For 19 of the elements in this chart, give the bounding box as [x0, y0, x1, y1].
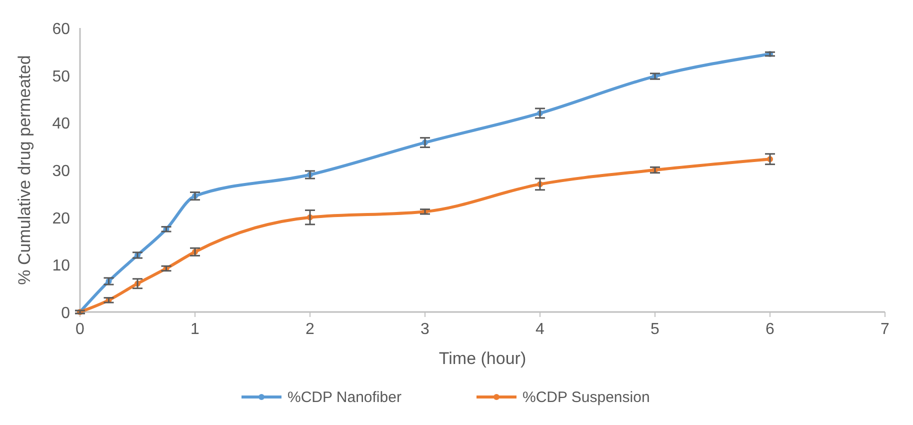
- x-tick-label: 6: [766, 321, 775, 338]
- x-axis-title: Time (hour): [438, 349, 526, 368]
- x-tick-label: 5: [650, 321, 660, 338]
- x-tick-label: 4: [536, 321, 545, 338]
- x-tick-label: 1: [190, 321, 200, 338]
- y-tick-label: 10: [52, 258, 70, 275]
- x-tick-label: 3: [420, 321, 430, 338]
- y-axis-title: % Cumulative drug permeated: [15, 55, 34, 285]
- y-tick-label: 50: [52, 68, 70, 86]
- y-tick-label: 30: [52, 163, 70, 180]
- x-tick-label: 2: [306, 321, 315, 338]
- y-tick-label: 0: [61, 305, 70, 322]
- y-tick-label: 20: [52, 210, 70, 228]
- x-tick-label: 7: [880, 321, 890, 338]
- legend-label: %CDP Suspension: [522, 389, 650, 406]
- legend-label: %CDP Nanofiber: [288, 389, 402, 406]
- y-tick-label: 40: [52, 116, 70, 133]
- y-tick-label: 60: [52, 21, 70, 38]
- x-tick-label: 0: [76, 321, 85, 338]
